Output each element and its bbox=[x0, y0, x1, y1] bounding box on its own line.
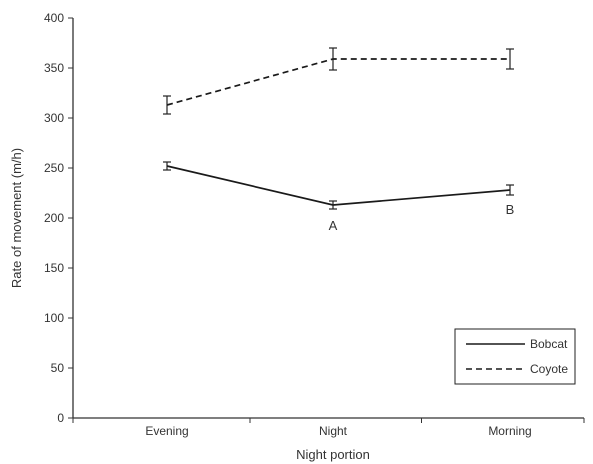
annotation-label: A bbox=[329, 218, 338, 233]
annotation-layer: AB bbox=[329, 202, 515, 233]
series-bobcat bbox=[163, 161, 514, 210]
y-tick-label: 100 bbox=[44, 311, 64, 325]
x-tick-label: Night bbox=[319, 424, 348, 438]
series-coyote bbox=[163, 47, 514, 115]
y-tick-label: 200 bbox=[44, 211, 64, 225]
y-tick-label: 300 bbox=[44, 111, 64, 125]
y-ticks: 0 50 100 150 200 250 300 350 400 bbox=[44, 11, 73, 425]
y-tick-label: 250 bbox=[44, 161, 64, 175]
x-tick-label: Evening bbox=[145, 424, 188, 438]
y-tick-label: 50 bbox=[51, 361, 65, 375]
series-line-bobcat bbox=[166, 165, 511, 206]
legend: Bobcat Coyote bbox=[454, 328, 576, 385]
x-tick-label: Morning bbox=[488, 424, 531, 438]
y-tick-label: 400 bbox=[44, 11, 64, 25]
y-tick-label: 150 bbox=[44, 261, 64, 275]
legend-label-coyote: Coyote bbox=[530, 362, 568, 376]
series-layer bbox=[163, 47, 514, 210]
x-axis: Evening Night Morning Night portion bbox=[72, 417, 585, 462]
legend-label-bobcat: Bobcat bbox=[530, 337, 568, 351]
x-ticks: Evening Night Morning bbox=[72, 418, 585, 438]
y-tick-label: 350 bbox=[44, 61, 64, 75]
legend-box bbox=[454, 328, 576, 385]
annotation-label: B bbox=[506, 202, 515, 217]
y-tick-label: 0 bbox=[57, 411, 64, 425]
x-axis-label: Night portion bbox=[296, 447, 370, 462]
series-line-coyote bbox=[166, 58, 510, 106]
y-axis-label: Rate of movement (m/h) bbox=[9, 148, 24, 288]
y-axis: 0 50 100 150 200 250 300 350 400 Rate of movemen… bbox=[9, 11, 74, 425]
